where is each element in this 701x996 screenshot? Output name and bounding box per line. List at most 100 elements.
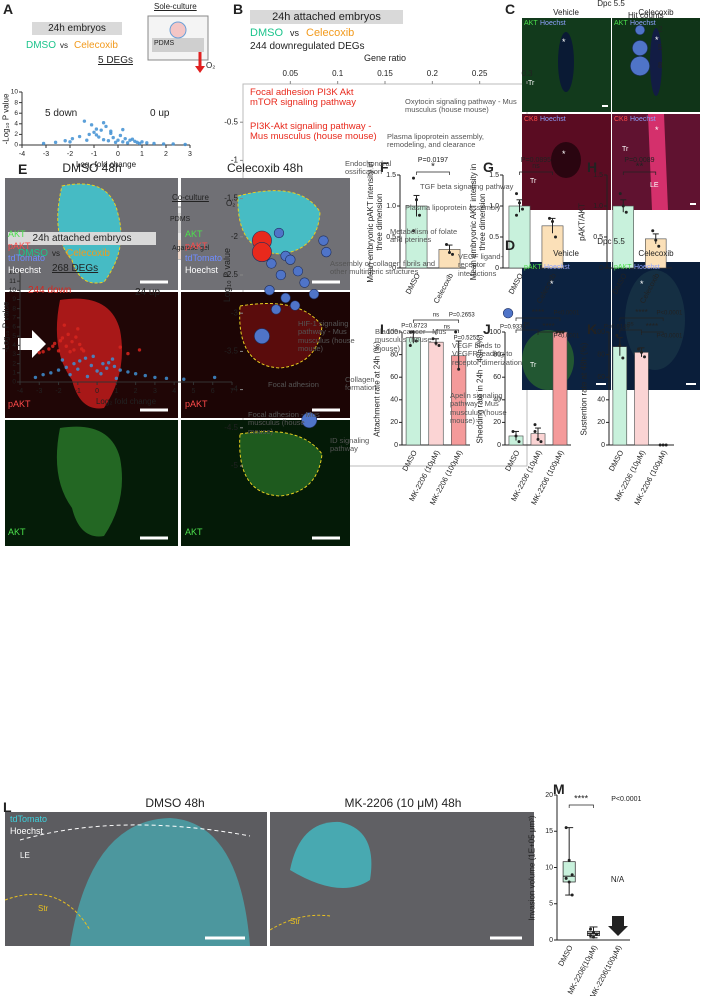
point: [74, 335, 78, 339]
x-tick-label: 0.15: [377, 69, 393, 78]
annotation: P=0.0895: [521, 157, 551, 164]
point: [70, 339, 74, 344]
label: pAKT: [524, 264, 542, 271]
y-tick-label: 0: [599, 265, 603, 272]
na-arrow: [608, 916, 628, 936]
point: [77, 134, 82, 139]
bubble: [271, 304, 282, 315]
annotation: ns: [524, 322, 530, 328]
point: [654, 238, 658, 242]
bracket: [568, 804, 594, 808]
label: O₂: [226, 199, 236, 208]
x-tick-label: DMSO: [400, 448, 419, 472]
label: Hoechst: [185, 265, 219, 275]
y-tick-label: 60: [493, 374, 501, 381]
annotation: ns: [433, 313, 439, 319]
x-tick-label: -4: [17, 388, 23, 395]
x-tick-label: 1: [140, 151, 144, 158]
bar: [634, 352, 649, 446]
point: [592, 935, 595, 939]
x-axis-label: Log₂ fold change: [95, 397, 157, 406]
label: Celecoxib: [306, 27, 355, 39]
label: AKT: [524, 20, 538, 27]
point: [105, 366, 109, 370]
legend-label: 8: [658, 61, 663, 70]
y-axis-label: pAKT/AKT: [577, 202, 587, 241]
label: *: [562, 149, 566, 159]
point: [521, 207, 524, 211]
point: [451, 252, 454, 256]
y-tick-label: 0.5: [489, 234, 499, 241]
point: [643, 355, 646, 359]
annotation: P=0.8723: [401, 324, 428, 330]
point: [95, 369, 99, 373]
point: [101, 121, 106, 125]
bubble: [275, 269, 286, 281]
y-tick-label: -1: [231, 156, 239, 165]
point: [548, 216, 551, 220]
point: [58, 339, 63, 343]
annotation: Collagen formation: [345, 375, 377, 393]
point: [99, 128, 103, 132]
point: [76, 367, 80, 371]
point: [133, 372, 138, 376]
x-tick-label: 2: [164, 151, 168, 158]
point: [101, 361, 105, 366]
y-tick-label: 8: [12, 305, 16, 312]
bubble: [299, 277, 310, 288]
bar: [405, 337, 421, 446]
annotation: VEGF ligand-receptor interactions: [458, 252, 504, 278]
panel-label: I: [380, 321, 384, 337]
annotation: ns: [444, 325, 450, 331]
y-tick-label: 0: [392, 265, 396, 272]
y-tick-label: 0.5: [593, 234, 603, 241]
x-tick-label: 0.3: [521, 69, 533, 78]
label: Hoechst: [8, 265, 42, 275]
point: [658, 443, 662, 447]
label: pAKT: [185, 399, 208, 409]
legend-label: 5: [658, 43, 663, 52]
annotation: TGF beta signaling pathway: [420, 182, 514, 191]
bubble: [318, 235, 329, 246]
point: [91, 354, 95, 359]
label: Celecoxib: [638, 8, 674, 17]
annotation: *: [431, 162, 435, 173]
annotation: Plasma lipoprotein assembly, remodeling,…: [387, 132, 484, 150]
y-tick-label: 3: [12, 351, 16, 358]
label: Tr: [530, 362, 537, 369]
bubble: [264, 285, 275, 296]
annotation: Assembly of collagen fibrils and other m…: [330, 259, 436, 277]
point: [551, 220, 554, 223]
point: [126, 370, 130, 374]
legend-bubble: [632, 40, 648, 56]
y-tick-label: 0: [495, 265, 499, 272]
point: [64, 365, 68, 370]
bracket: [519, 171, 553, 175]
bracket: [641, 331, 664, 335]
y-tick-label: 1.5: [593, 172, 603, 179]
label: Celecoxib: [74, 40, 118, 51]
point: [664, 443, 668, 447]
y-tick-label: 1: [12, 370, 16, 377]
label: Celecoxib: [66, 248, 110, 259]
bar: [428, 341, 444, 446]
panel-label: K: [587, 321, 598, 337]
legend-bubble: [630, 56, 650, 76]
annotation: 244 down: [28, 285, 72, 296]
label: vs: [52, 249, 60, 258]
y-tick-label: 6: [12, 324, 16, 331]
x-tick-label: 7: [230, 388, 234, 395]
annotation: ns: [627, 322, 633, 328]
annotation: 5 down: [45, 108, 78, 119]
y-tick-label: 0: [394, 442, 398, 449]
point: [41, 372, 45, 377]
point: [539, 440, 543, 444]
label: pAKT: [8, 241, 31, 251]
y-tick-label: 60: [597, 374, 605, 381]
annotation: ****: [646, 322, 658, 331]
annotation: **: [636, 162, 644, 173]
point: [85, 138, 89, 142]
point: [106, 139, 111, 143]
y-tick-label: 100: [489, 329, 501, 336]
